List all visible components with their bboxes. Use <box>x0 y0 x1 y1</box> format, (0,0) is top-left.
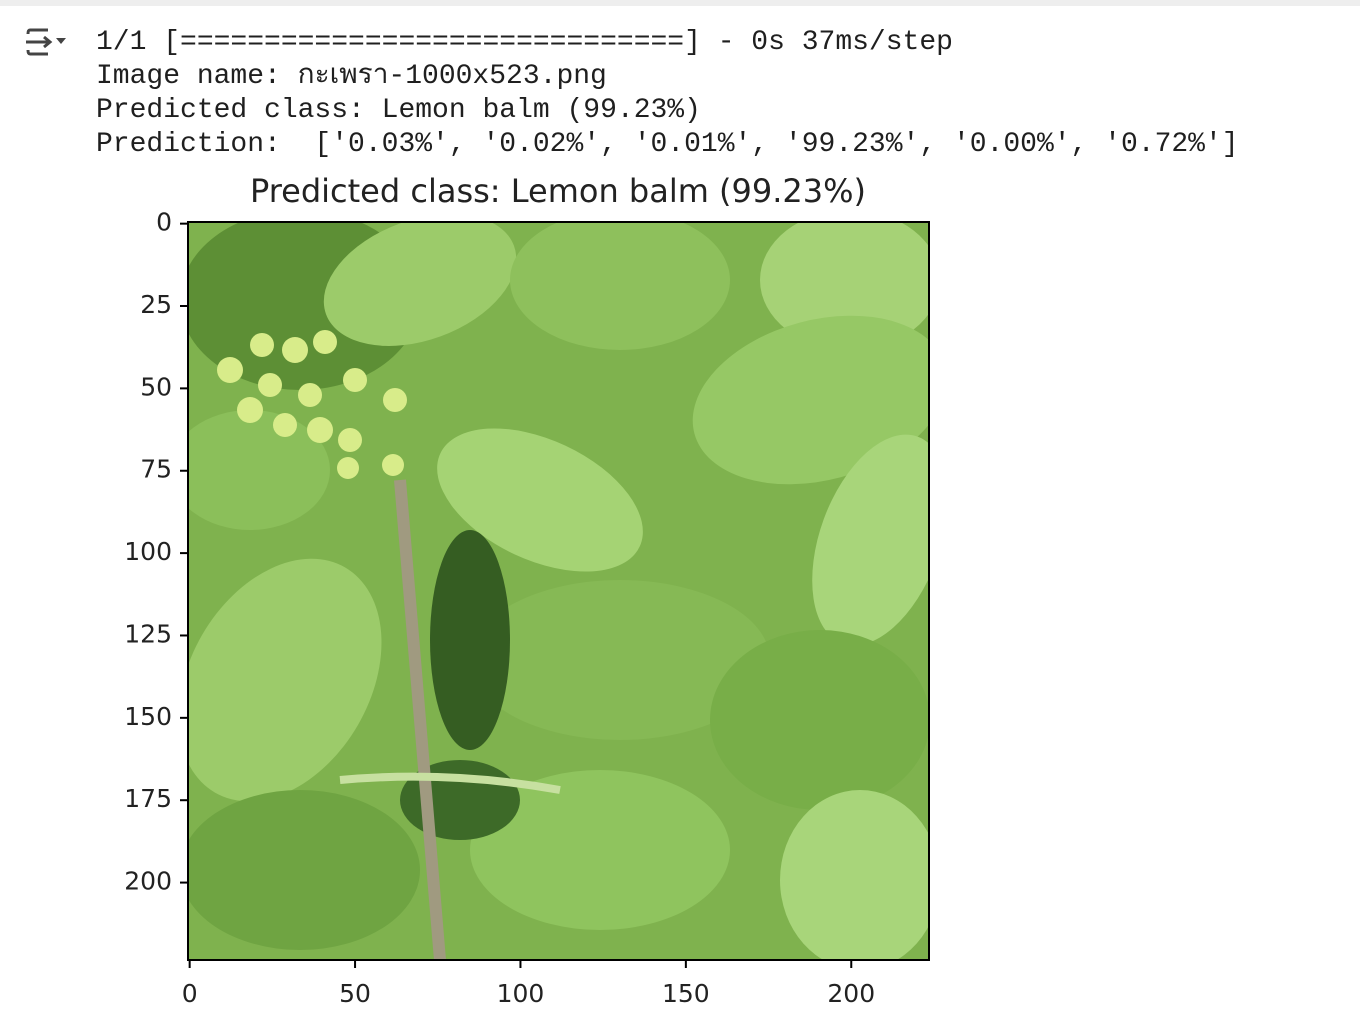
x-tick-label: 100 <box>497 979 545 1008</box>
y-tick-label: 75 <box>140 455 172 484</box>
output-line: 1/1 [==============================] - 0… <box>96 27 953 58</box>
y-tick-label: 175 <box>124 784 172 813</box>
output-toggle-icon[interactable] <box>26 28 66 56</box>
x-tick-label: 50 <box>339 979 371 1008</box>
output-line: Image name: กะเพรา-1000x523.png <box>96 61 607 92</box>
output-line: Predicted class: Lemon balm (99.23%) <box>96 95 701 126</box>
plot-title: Predicted class: Lemon balm (99.23%) <box>250 172 866 210</box>
x-tick-label: 0 <box>182 979 198 1008</box>
x-tick-label: 150 <box>662 979 710 1008</box>
axes: 0 50 100 150 200 0 25 50 75 100 125 150 175 200 <box>124 208 875 1008</box>
cell-top-bar <box>0 0 1360 6</box>
x-tick-label: 200 <box>827 979 875 1008</box>
y-tick-label: 0 <box>156 208 172 237</box>
axes-frame <box>187 221 930 961</box>
y-tick-label: 100 <box>124 537 172 566</box>
y-tick-label: 150 <box>124 702 172 731</box>
output-text: 1/1 [==============================] - 0… <box>96 27 1239 160</box>
y-tick-label: 200 <box>124 867 172 896</box>
plant-image <box>188 222 929 960</box>
y-tick-label: 25 <box>140 290 172 319</box>
output-line: Prediction: ['0.03%', '0.02%', '0.01%', … <box>96 129 1239 160</box>
y-tick-label: 50 <box>140 372 172 401</box>
y-tick-label: 125 <box>124 619 172 648</box>
